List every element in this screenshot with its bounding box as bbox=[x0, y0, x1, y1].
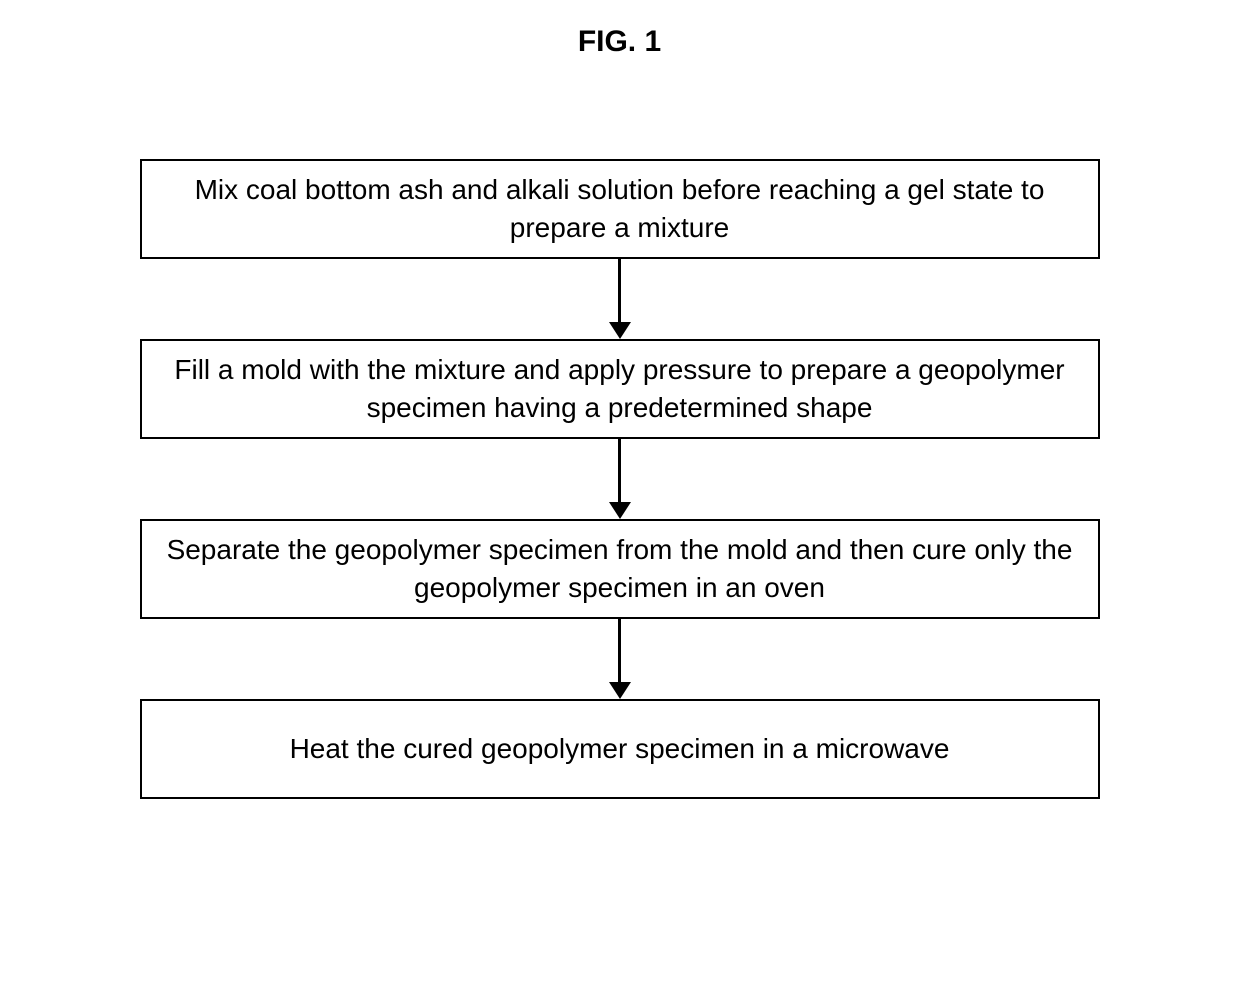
arrow-head-icon bbox=[609, 682, 631, 699]
figure-title: FIG. 1 bbox=[0, 25, 1239, 59]
arrow-head-icon bbox=[609, 322, 631, 339]
flowchart-step-4-text: Heat the cured geopolymer specimen in a … bbox=[290, 730, 950, 768]
flowchart-step-1-text: Mix coal bottom ash and alkali solution … bbox=[166, 171, 1074, 247]
arrow-line bbox=[618, 439, 621, 503]
arrow-line bbox=[618, 259, 621, 323]
flowchart-step-3: Separate the geopolymer specimen from th… bbox=[140, 519, 1100, 619]
flowchart-step-1: Mix coal bottom ash and alkali solution … bbox=[140, 159, 1100, 259]
flowchart-step-3-text: Separate the geopolymer specimen from th… bbox=[166, 531, 1074, 607]
arrow-line bbox=[618, 619, 621, 683]
arrow-head-icon bbox=[609, 502, 631, 519]
flowchart-step-4: Heat the cured geopolymer specimen in a … bbox=[140, 699, 1100, 799]
flowchart-step-2: Fill a mold with the mixture and apply p… bbox=[140, 339, 1100, 439]
flowchart-arrow-1 bbox=[600, 259, 640, 339]
flowchart-arrow-3 bbox=[600, 619, 640, 699]
flowchart: Mix coal bottom ash and alkali solution … bbox=[140, 159, 1100, 799]
flowchart-arrow-2 bbox=[600, 439, 640, 519]
flowchart-step-2-text: Fill a mold with the mixture and apply p… bbox=[166, 351, 1074, 427]
